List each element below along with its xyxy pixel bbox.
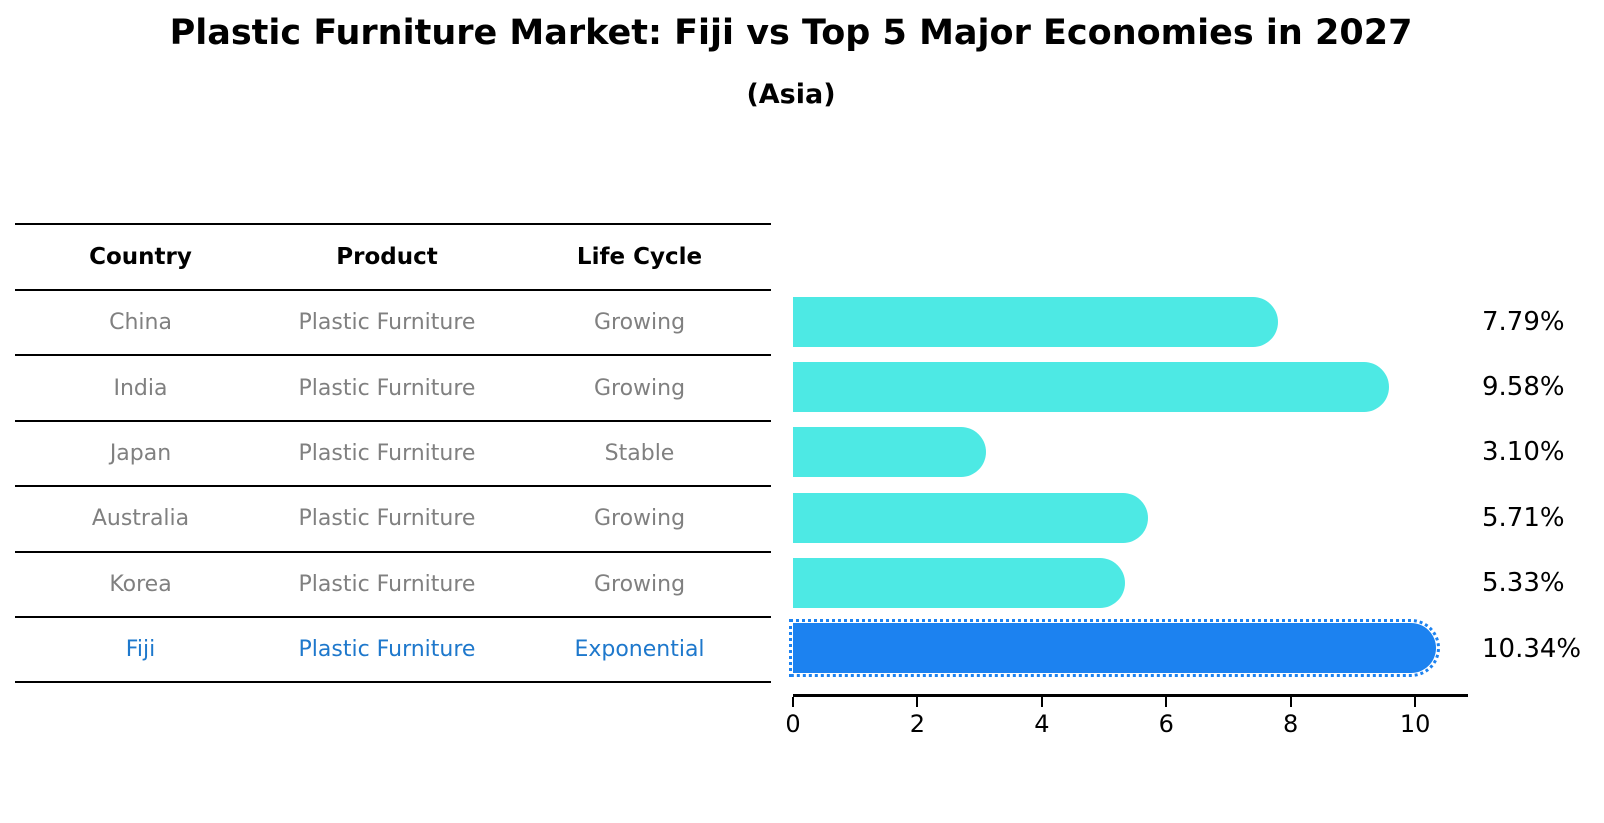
- bar-row-japan: 3.10%: [793, 420, 1565, 485]
- x-tick-mark: [1165, 697, 1168, 707]
- bar-china: [793, 296, 1278, 347]
- table-row-korea: Korea Plastic Furniture Growing: [15, 553, 771, 618]
- x-tick-label: 0: [785, 710, 801, 738]
- chart-subtitle: (Asia): [746, 79, 836, 110]
- table-header-life-cycle: Life Cycle: [576, 244, 703, 270]
- table-header-country: Country: [89, 244, 192, 270]
- x-tick-label: 8: [1283, 710, 1299, 738]
- x-tick-mark: [1414, 697, 1417, 707]
- bar-fiji: [788, 619, 1441, 678]
- table-cell-life-cycle: Growing: [593, 506, 686, 532]
- bar-korea: [793, 558, 1125, 609]
- table-cell-product: Plastic Furniture: [298, 310, 476, 336]
- table-header-row: Country Product Life Cycle: [15, 225, 771, 291]
- table-cell-life-cycle: Growing: [593, 310, 686, 336]
- info-table: Country Product Life Cycle China Plastic …: [15, 223, 771, 684]
- x-tick-label: 4: [1034, 710, 1050, 738]
- value-label-korea: 5.33%: [1482, 568, 1565, 599]
- table-cell-product: Plastic Furniture: [298, 506, 476, 532]
- x-tick-mark: [1289, 697, 1292, 707]
- value-label-china: 7.79%: [1482, 306, 1565, 337]
- bar-row-china: 7.79%: [793, 289, 1565, 354]
- table-cell-life-cycle: Growing: [593, 375, 686, 401]
- table-cell-product: Plastic Furniture: [298, 637, 476, 663]
- table-cell-product: Plastic Furniture: [298, 375, 476, 401]
- table-row-china: China Plastic Furniture Growing: [15, 291, 771, 357]
- table-cell-country: China: [109, 310, 172, 336]
- value-label-fiji: 10.34%: [1482, 633, 1582, 664]
- bar-row-australia: 5.71%: [793, 485, 1565, 550]
- table-cell-country: Japan: [109, 440, 172, 466]
- table-cell-country: Australia: [91, 506, 190, 532]
- x-axis: 0 2 4 6 8 10: [785, 694, 1468, 747]
- table-cell-life-cycle: Stable: [604, 440, 675, 466]
- bar-row-fiji: 10.34%: [788, 616, 1581, 681]
- table-cell-product: Plastic Furniture: [298, 440, 476, 466]
- x-tick-mark: [916, 697, 919, 707]
- value-label-india: 9.58%: [1482, 372, 1565, 403]
- x-tick-mark: [1040, 697, 1043, 707]
- table-row-fiji: Fiji Plastic Furniture Exponential: [15, 618, 771, 684]
- table-cell-country: Korea: [109, 571, 172, 597]
- bar-plot: 7.79% 9.58% 3.10% 5.71% 5.33% 10.34%: [788, 289, 1581, 681]
- bar-row-india: 9.58%: [793, 354, 1565, 419]
- table-cell-life-cycle: Growing: [593, 571, 686, 597]
- table-cell-country: Fiji: [125, 637, 156, 663]
- table-cell-country: India: [113, 375, 168, 401]
- x-tick-mark: [792, 697, 794, 707]
- table-header-product: Product: [336, 244, 438, 270]
- table-row-australia: Australia Plastic Furniture Growing: [15, 487, 771, 553]
- x-tick-label: 2: [909, 710, 926, 738]
- value-label-australia: 5.71%: [1482, 502, 1565, 533]
- bar-row-korea: 5.33%: [793, 551, 1565, 616]
- chart-title: Plastic Furniture Market: Fiji vs Top 5 …: [169, 13, 1413, 53]
- table-row-india: India Plastic Furniture Growing: [15, 356, 771, 422]
- table-cell-life-cycle: Exponential: [574, 637, 705, 663]
- table-row-japan: Japan Plastic Furniture Stable: [15, 422, 771, 488]
- table-cell-product: Plastic Furniture: [298, 571, 476, 597]
- table-body: China Plastic Furniture Growing India Plasti…: [15, 291, 771, 684]
- bar-india: [793, 361, 1389, 412]
- x-tick-label: 6: [1158, 710, 1174, 738]
- bar-australia: [793, 492, 1149, 543]
- bar-japan: [793, 427, 986, 478]
- value-label-japan: 3.10%: [1482, 437, 1565, 468]
- x-tick-label: 10: [1399, 710, 1431, 738]
